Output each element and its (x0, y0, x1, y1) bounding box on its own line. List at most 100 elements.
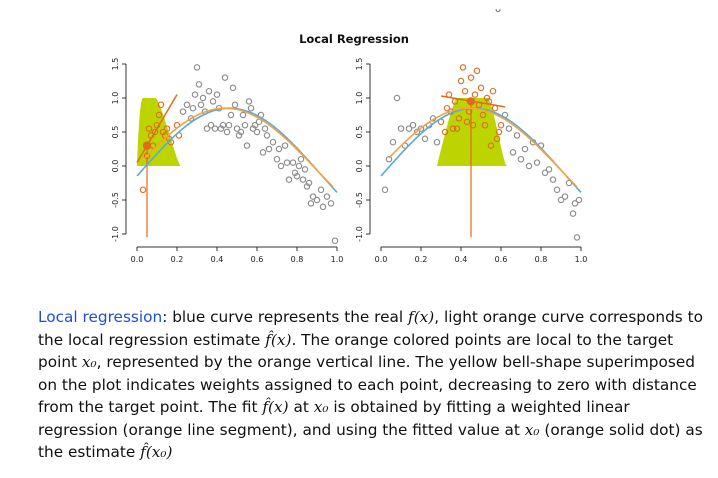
caption-fx: f(x) (408, 308, 435, 326)
data-point (223, 128, 231, 136)
caption-x0-3: x₀ (524, 420, 540, 439)
data-point (309, 193, 317, 200)
local-point (455, 115, 463, 122)
data-point (187, 115, 195, 122)
page-marker: ᴗ (495, 4, 501, 15)
data-point (571, 200, 579, 207)
data-point (283, 159, 291, 166)
caption-text-5: at (288, 398, 314, 416)
local-point (497, 121, 505, 129)
caption-fhat-2: f̂(x) (262, 398, 289, 416)
y-tick-label: -0.5 (111, 192, 120, 208)
local-point (159, 128, 167, 136)
estimate-dot (142, 141, 152, 150)
x-tick-label: 0.6 (495, 255, 508, 264)
estimate-curve (388, 107, 578, 188)
data-point (561, 193, 569, 200)
data-point (405, 125, 413, 132)
data-point (297, 155, 305, 163)
local-point (441, 128, 449, 136)
data-point (207, 121, 215, 129)
data-point (243, 142, 251, 149)
weight-kernel (437, 98, 507, 166)
data-point (385, 155, 393, 163)
local-point (493, 135, 501, 143)
data-point (183, 101, 191, 109)
local-point (469, 121, 477, 129)
local-point (467, 74, 475, 81)
data-point (289, 159, 297, 166)
data-point (421, 135, 429, 143)
caption-text-2: , light orange curve corresponds to the … (38, 308, 703, 349)
caption-fhat: f̂(x) (265, 330, 292, 349)
data-point (205, 87, 213, 95)
local-point (155, 111, 163, 119)
figure: Local Regression ᴗ 0.0 0.2 0.4 0.6 0.8 1.0 -1.… (111, 4, 588, 264)
x-tick-label: 0.2 (415, 255, 428, 264)
data-point (213, 91, 221, 98)
data-point (275, 145, 283, 153)
local-point (145, 125, 153, 132)
y-tick-label: 1.0 (111, 92, 120, 105)
x-tick-label: 1.0 (575, 255, 588, 264)
local-point (443, 104, 451, 112)
data-point (199, 94, 207, 102)
local-point (459, 64, 467, 71)
data-point (301, 166, 309, 173)
data-point (229, 84, 237, 92)
caption-fhat-x0: f̂(x₀) (140, 443, 173, 461)
data-point (521, 145, 529, 153)
data-point (313, 196, 321, 204)
local-point (483, 94, 491, 102)
data-point (557, 196, 565, 204)
local-point (463, 118, 471, 126)
left-panel: 0.0 0.2 0.4 0.6 0.8 1.0 -1.0 -0.5 0.0 0.5 1.0 1.5 (111, 58, 343, 264)
data-point (569, 210, 577, 217)
data-point (249, 125, 257, 132)
data-point (193, 64, 201, 71)
data-point (553, 186, 561, 194)
data-point (513, 132, 521, 139)
data-point (307, 200, 315, 207)
local-point (163, 125, 171, 132)
data-point (189, 104, 197, 112)
caption-text-6: is obtained by fitting a weighted linear… (38, 398, 630, 439)
local-point (143, 152, 151, 160)
data-point (251, 121, 259, 129)
data-point (397, 125, 405, 132)
y-tick-label: 0.0 (355, 160, 364, 173)
data-point (295, 162, 303, 170)
local-point (477, 84, 485, 92)
data-point (549, 176, 557, 183)
data-point (277, 162, 285, 170)
estimate-dot (466, 97, 476, 106)
weight-kernel (137, 98, 181, 166)
local-point (473, 67, 481, 75)
data-point (331, 237, 339, 245)
data-point (245, 98, 253, 105)
data-point (265, 145, 273, 153)
y-tick-label: 1.5 (355, 58, 364, 71)
local-point (471, 91, 479, 98)
data-point (261, 125, 269, 132)
y-tick-label: -0.5 (355, 192, 364, 208)
data-point (263, 132, 271, 139)
y-tick-label: 1.5 (111, 58, 120, 71)
y-tick-label: 1.0 (355, 92, 364, 105)
data-point (517, 155, 525, 163)
data-point (299, 176, 307, 183)
data-point (239, 111, 247, 119)
data-point (413, 128, 421, 136)
x-tick-label: 0.0 (375, 255, 388, 264)
data-point (269, 138, 277, 146)
caption-term: Local regression (38, 308, 163, 326)
data-point (237, 128, 245, 136)
data-point (209, 98, 217, 105)
caption-text-1: : blue curve represents the real (162, 308, 409, 326)
data-point (545, 166, 553, 173)
caption: Local regression: blue curve represents … (38, 306, 703, 464)
data-point (323, 193, 331, 200)
local-point (491, 104, 499, 112)
local-point (489, 87, 497, 95)
data-point (327, 200, 335, 207)
